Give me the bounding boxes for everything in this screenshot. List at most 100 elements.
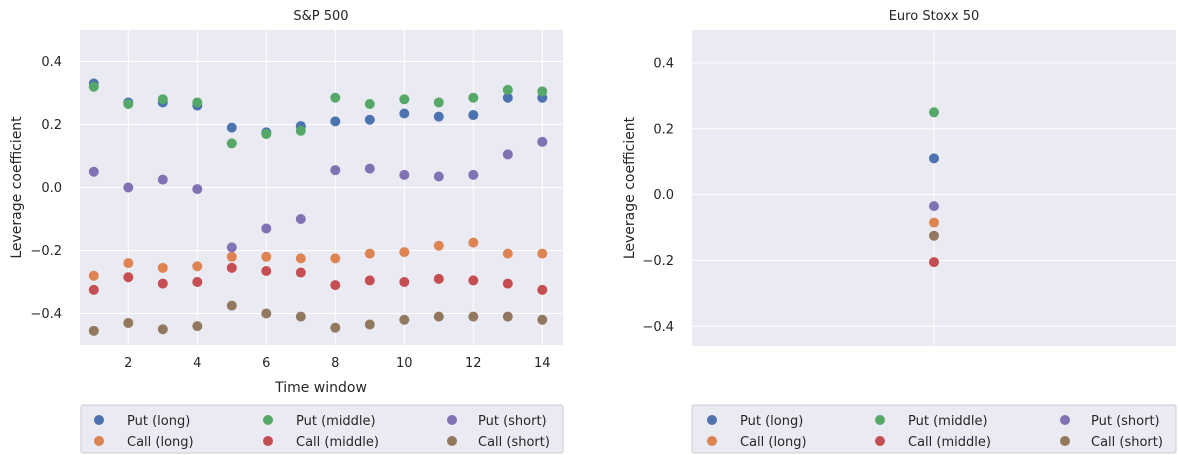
legend-marker [447,436,457,446]
legend-label: Call (middle) [296,435,379,450]
y-tick-label: 0.2 [41,118,62,133]
legend-marker [707,436,717,446]
legend-marker [263,436,273,446]
legend-entry-put-long: Put (long) [94,414,190,429]
point-call-middle [399,277,410,287]
legend-label: Put (middle) [296,414,376,429]
point-call-long [226,251,237,262]
point-call-middle [502,278,513,289]
point-call-short [433,311,444,322]
point-put-middle [226,138,237,149]
legend-entry-put-short: Put (short) [1060,414,1160,429]
legend-entry-call-short: Call (short) [447,435,550,450]
data-points [929,107,939,268]
point-put-long [226,122,237,133]
point-call-middle [123,272,134,283]
y-tick-label: −0.2 [642,254,674,269]
point-call-long [88,270,99,281]
point-put-long [502,92,513,103]
legend-entry-put-short: Put (short) [447,414,547,429]
point-put-middle [261,128,272,139]
point-put-middle [192,97,203,108]
point-call-short [502,311,513,322]
legend-entry-call-middle: Call (middle) [875,435,991,450]
point-put-middle [537,86,548,97]
y-tick-label: 0.2 [653,122,674,137]
point-call-middle [192,277,203,287]
legend: Put (long) Call (long) Put (middle) Call… [80,404,564,454]
point-put-long [433,111,444,122]
point-call-middle [537,284,548,295]
legend-marker [447,415,457,425]
x-tick-label: 4 [193,356,201,371]
point-call-middle [433,273,444,284]
point-put-middle [502,84,513,95]
point-call-long [468,237,479,248]
point-call-long [330,253,341,264]
point-call-middle [330,280,341,291]
y-axis-label: Leverage coefficient [9,116,25,259]
legend-marker [1060,415,1070,425]
x-tick-label: 10 [396,356,413,371]
x-tick-label: 14 [534,356,551,371]
legend-label: Put (long) [740,414,803,429]
legend-marker [875,436,885,446]
point-put-short [929,201,939,212]
point-call-long [537,248,548,259]
tick-labels: −0.4 −0.2 0.0 0.2 0.4 [642,56,674,334]
point-put-short [468,169,479,180]
point-call-short [364,319,375,330]
x-tick-label: 2 [124,356,132,371]
point-call-short [261,308,272,319]
legend-marker [1060,436,1070,446]
point-call-middle [226,262,237,273]
point-call-long [433,240,444,251]
point-call-middle [88,284,99,295]
point-put-middle [157,94,168,105]
y-tick-label: 0.4 [653,56,674,71]
legend-entry-call-long: Call (long) [707,435,807,450]
y-tick-label: −0.4 [642,320,674,335]
legend-frame [80,404,564,454]
point-call-long [261,251,272,262]
point-call-short [399,314,410,325]
legend-label: Call (long) [127,435,194,450]
point-put-short [261,223,272,234]
point-call-middle [295,267,306,278]
legend-label: Call (short) [1091,435,1163,450]
legend-frame [691,404,1177,454]
point-call-middle [261,265,272,276]
chart-panel-sp500: −0.4 −0.2 0.0 0.2 0.4 2 4 6 8 10 12 14 S&P 500 Time… [9,9,564,454]
point-put-middle [929,107,939,118]
x-tick-label: 8 [331,356,339,371]
chart-title: Euro Stoxx 50 [889,9,980,24]
legend-entry-put-long: Put (long) [707,414,803,429]
legend-label: Call (middle) [908,435,991,450]
y-tick-label: −0.4 [30,307,62,322]
data-points [88,78,548,336]
point-call-short [330,322,341,333]
point-call-short [123,317,134,328]
point-put-middle [88,81,99,92]
point-call-short [295,311,306,322]
point-put-middle [330,92,341,103]
point-call-long [929,217,939,228]
chart-title: S&P 500 [293,9,348,24]
point-call-short [88,325,99,336]
point-put-long [330,116,341,127]
point-put-middle [433,97,444,108]
point-call-middle [468,275,479,286]
legend-label: Put (short) [478,414,547,429]
point-call-short [226,300,237,311]
point-call-long [295,253,306,264]
legend-label: Call (long) [740,435,807,450]
legend: Put (long) Call (long) Put (middle) Call… [691,404,1177,454]
y-tick-label: 0.0 [653,188,674,203]
legend-label: Put (long) [127,414,190,429]
legend-label: Put (middle) [908,414,988,429]
point-put-long [364,114,375,125]
point-call-short [929,230,939,241]
chart-panel-eurostoxx50: −0.4 −0.2 0.0 0.2 0.4 Euro Stoxx 50 Leverage… [622,9,1177,454]
point-put-short [226,242,237,253]
